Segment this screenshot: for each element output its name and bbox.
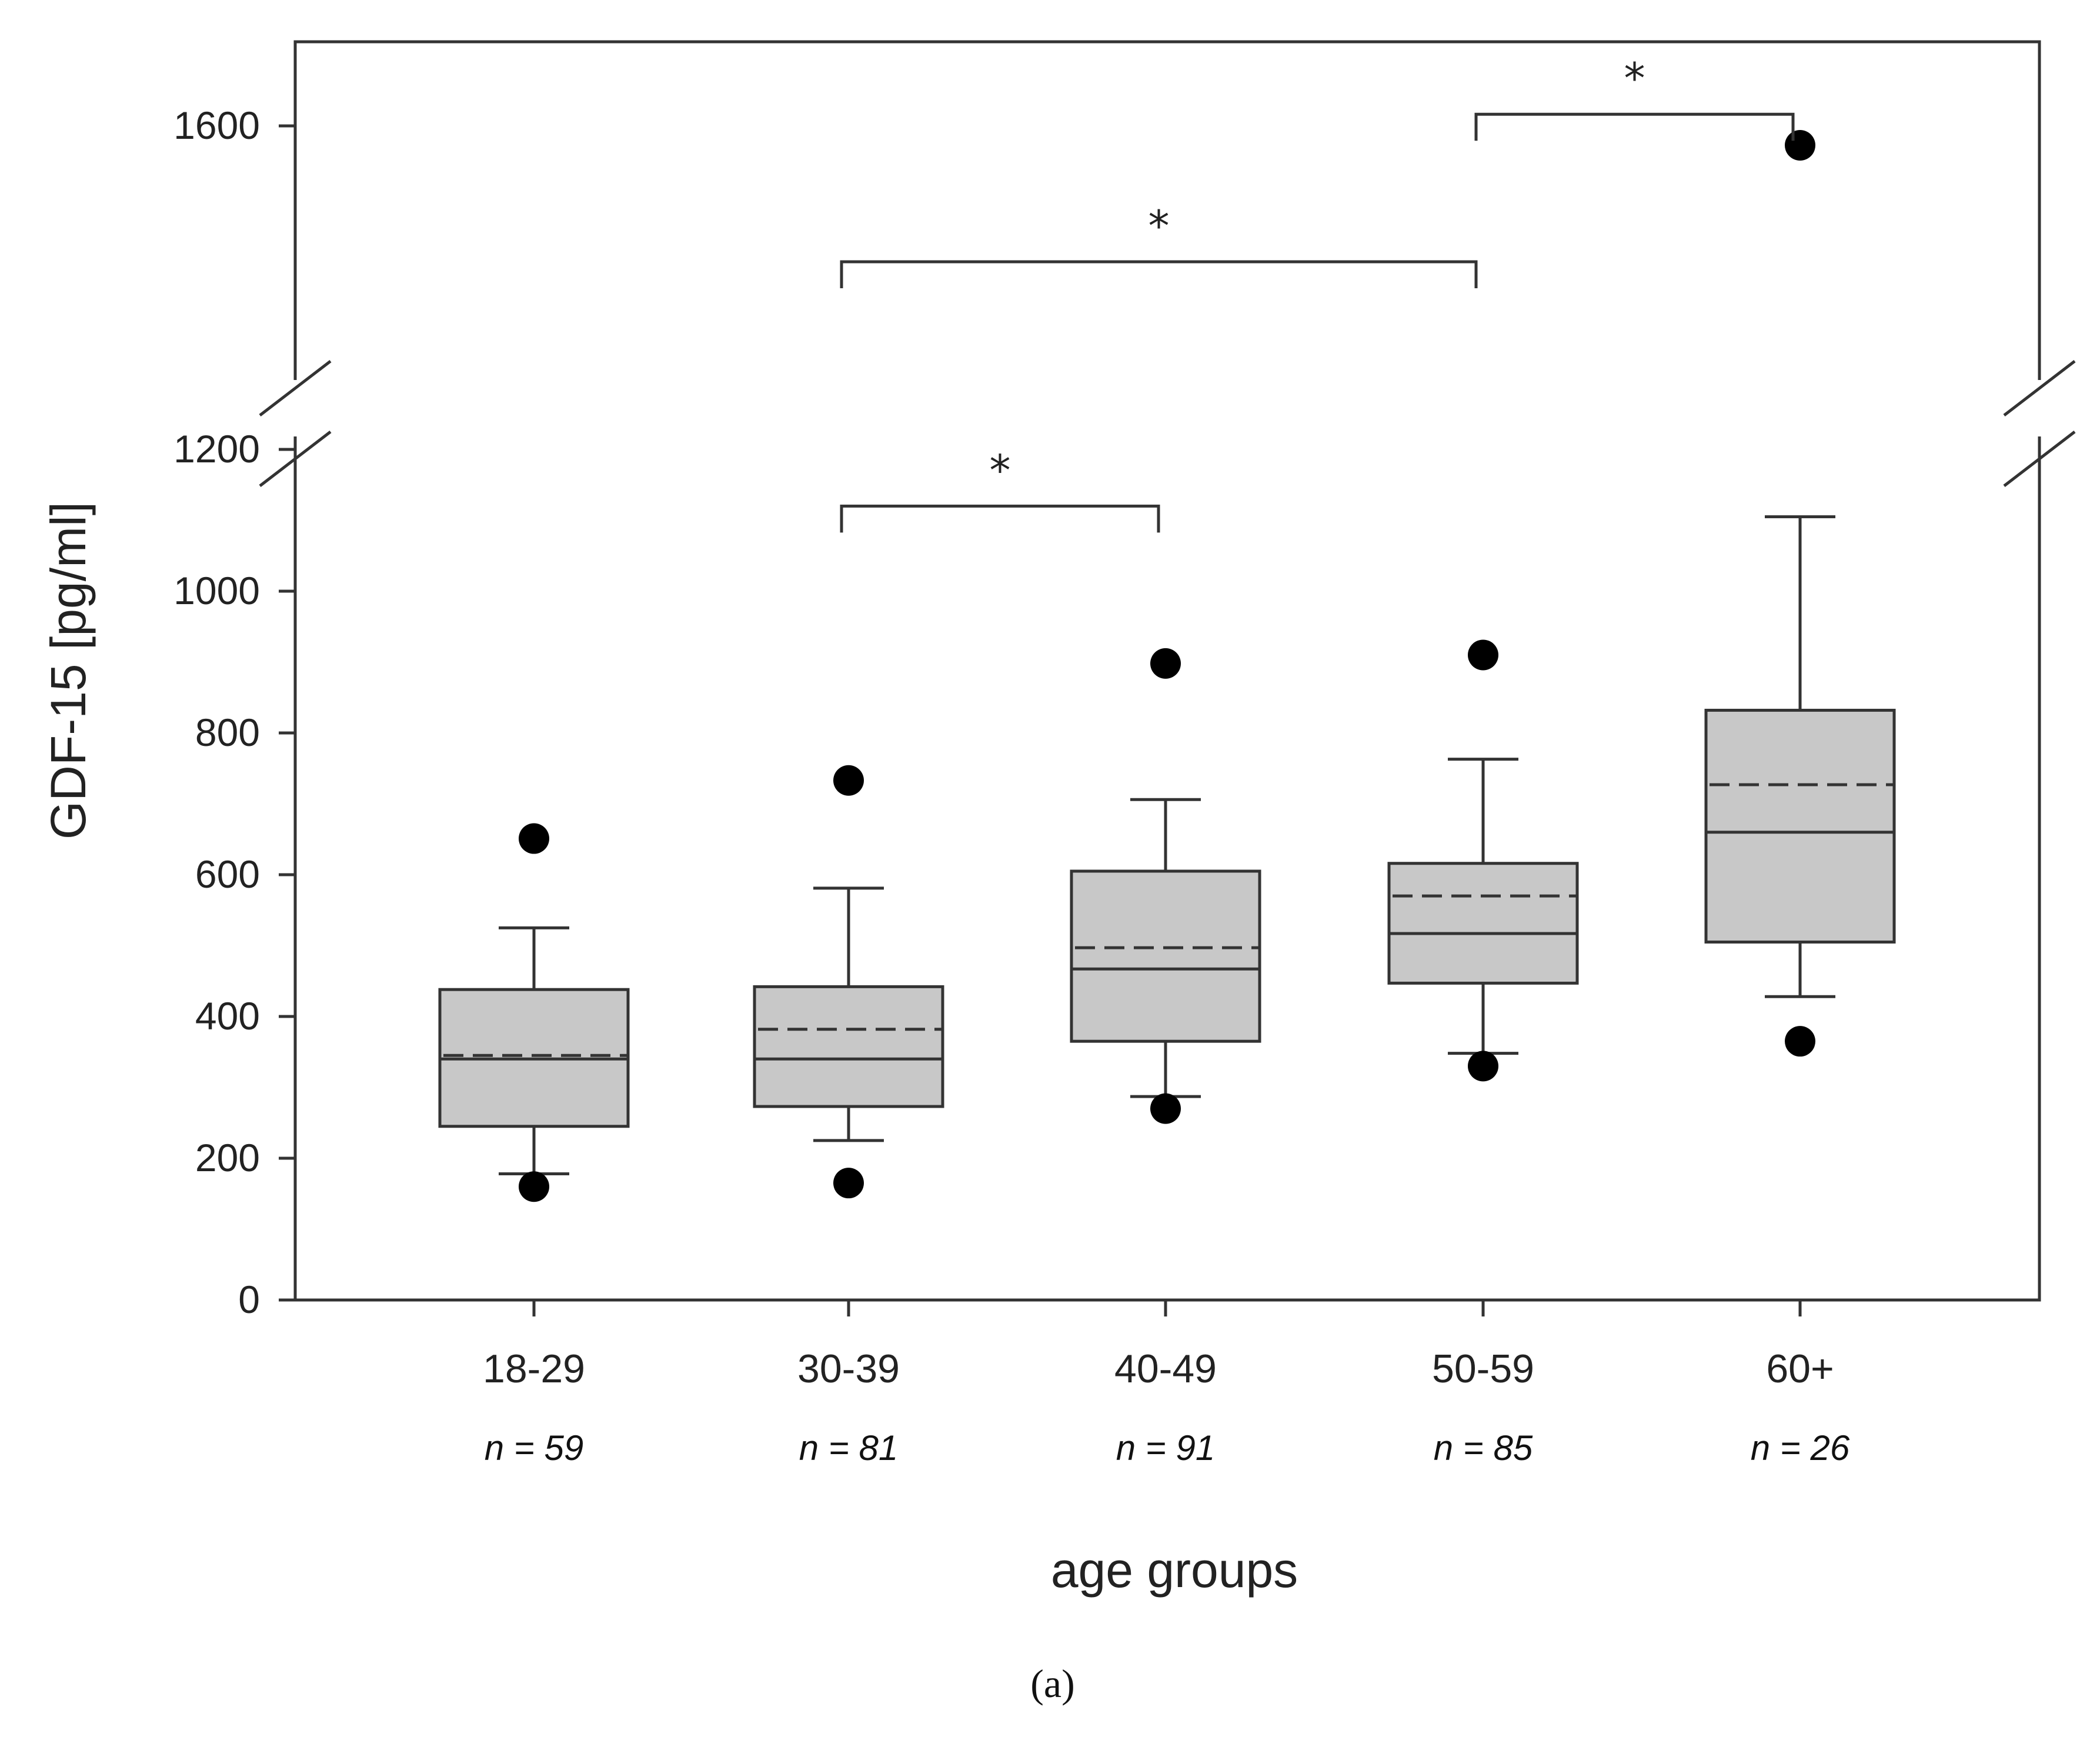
x-tick-label: 30-39 (797, 1346, 900, 1391)
outlier-point (1468, 639, 1498, 671)
significance-bracket (840, 504, 1160, 533)
y-tick-label-1600: 1600 (173, 104, 260, 147)
outlier-point (1468, 1051, 1498, 1082)
axis-break-mark-right-upper (2003, 360, 2076, 416)
sample-size-label: n = 91 (1116, 1428, 1216, 1468)
y-tick-label-200: 200 (195, 1136, 260, 1179)
x-tick-label: 60+ (1766, 1346, 1834, 1391)
x-tick-label: 40-49 (1114, 1346, 1217, 1391)
significance-star: * (990, 445, 1011, 495)
y-tick-label-1000: 1000 (173, 569, 260, 612)
significance-bracket (1474, 112, 1795, 141)
y-axis-title: GDF-15 [pg/ml] (41, 502, 96, 839)
axis-break-mark-right-lower (2003, 431, 2076, 487)
sample-size-label: n = 26 (1751, 1428, 1850, 1468)
axis-break-mark-left-upper (259, 360, 332, 416)
x-tick-label: 18-29 (483, 1346, 585, 1391)
significance-star: * (1624, 54, 1645, 103)
figure-caption: (a) (1030, 1661, 1074, 1706)
outlier-point (833, 1168, 864, 1199)
significance-star: * (1149, 201, 1170, 251)
plot-area: 0 200 400 600 800 1000 1200 1600 18-29 n = 59 30-3… (173, 40, 2076, 1468)
x-tick-label: 50-59 (1432, 1346, 1534, 1391)
y-tick-label-600: 600 (195, 852, 260, 896)
outlier-point (1785, 130, 1815, 161)
outlier-point (519, 823, 549, 854)
y-tick-label-800: 800 (195, 711, 260, 754)
iqr-box (1387, 862, 1579, 985)
iqr-box (1704, 708, 1896, 944)
outlier-point (519, 1171, 549, 1202)
sample-size-label: n = 85 (1434, 1428, 1533, 1468)
outlier-point (1150, 1093, 1181, 1124)
sample-size-label: n = 59 (485, 1428, 584, 1468)
outlier-point (1785, 1026, 1815, 1057)
outlier-point (833, 765, 864, 796)
significance-bracket (840, 260, 1478, 288)
outlier-point (1150, 648, 1181, 679)
axis-break-mark-left-lower (259, 431, 332, 487)
iqr-box (753, 985, 944, 1108)
y-tick-label-0: 0 (238, 1278, 260, 1321)
x-axis-title: age groups (1051, 1542, 1298, 1598)
sample-size-label: n = 81 (799, 1428, 899, 1468)
y-tick-label-1200: 1200 (173, 427, 260, 471)
iqr-box (1070, 869, 1261, 1043)
plot-frame (293, 40, 2041, 1302)
y-tick-label-400: 400 (195, 994, 260, 1038)
